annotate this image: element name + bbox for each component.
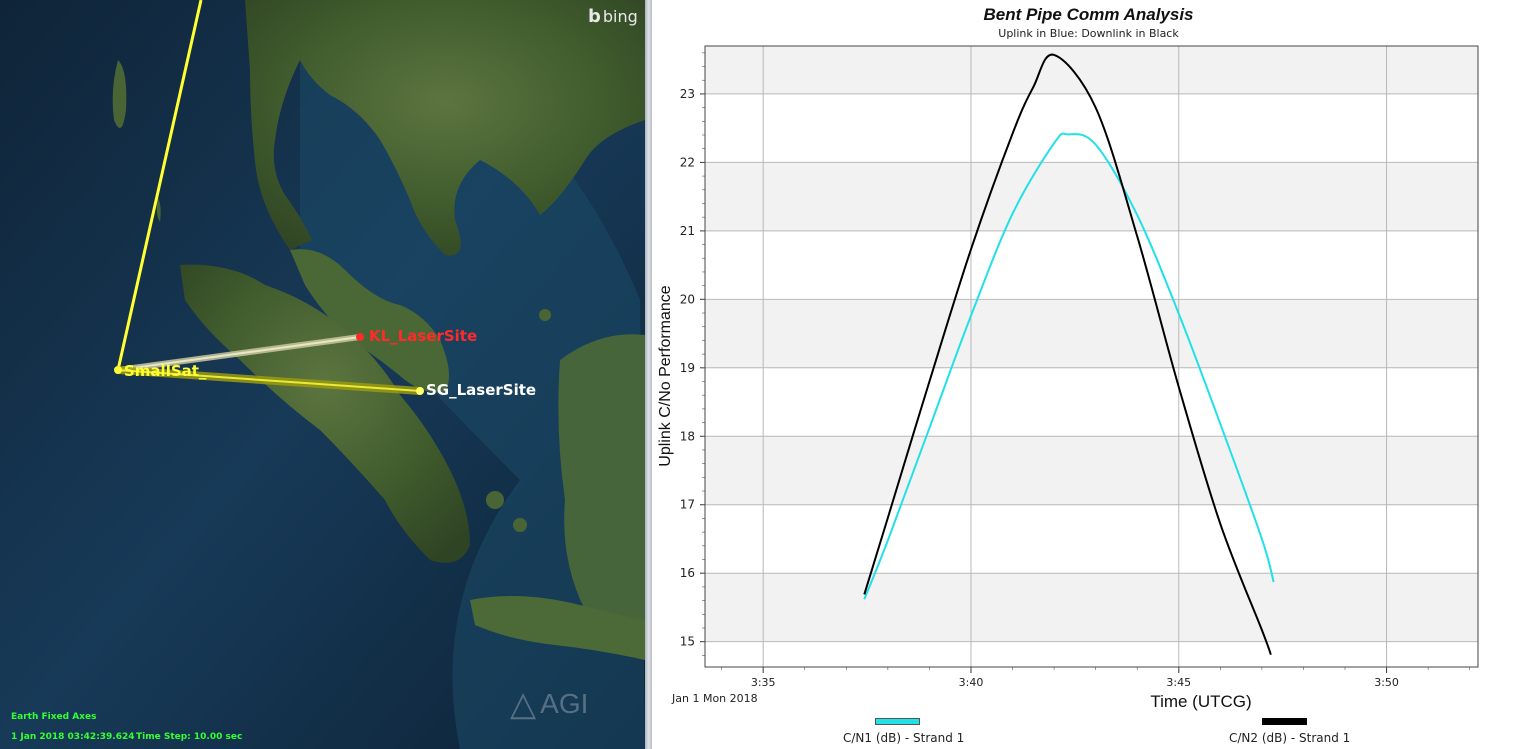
bing-icon: b <box>588 6 601 27</box>
y-tick-label: 17 <box>680 498 695 512</box>
bing-label: bing <box>602 7 638 26</box>
y-tick-label: 20 <box>680 292 695 306</box>
bing-logo: b bing <box>588 6 638 27</box>
chart-title: Bent Pipe Comm Analysis <box>983 5 1194 24</box>
y-tick-label: 21 <box>680 224 695 238</box>
y-tick-label: 16 <box>680 566 695 580</box>
y-tick-label: 22 <box>680 155 695 169</box>
x-tick-label: 3:40 <box>959 676 984 689</box>
sumatra-landmass <box>180 264 470 563</box>
y-tick-label: 19 <box>680 361 695 375</box>
map-view[interactable]: b bing SmallSat_ KL_LaserSite SG_LaserSi… <box>0 0 645 749</box>
chart-subtitle: Uplink in Blue: Downlink in Black <box>998 27 1179 40</box>
legend-label-cn2: C/N2 (dB) - Strand 1 <box>1229 731 1351 745</box>
java-landmass <box>470 596 645 660</box>
x-tick-label: 3:35 <box>751 676 776 689</box>
kl-site-marker <box>356 333 364 341</box>
y-tick-label: 15 <box>680 635 695 649</box>
date-label: Jan 1 Mon 2018 <box>672 692 758 705</box>
plot-band <box>705 299 1478 368</box>
smallsat-label[interactable]: SmallSat_ <box>124 362 207 380</box>
agi-label: AGI <box>540 688 589 719</box>
malay-peninsula <box>290 249 449 393</box>
series-line-cn2 <box>863 53 1272 656</box>
borneo-landmass <box>558 334 645 660</box>
chart-panel: Bent Pipe Comm Analysis Uplink in Blue: … <box>652 0 1525 749</box>
indochina-landmass <box>245 0 645 256</box>
plot-band <box>705 436 1478 505</box>
legend-swatch-cn1 <box>875 718 920 725</box>
y-tick-label: 23 <box>680 87 695 101</box>
x-axis-label: Time (UTCG) <box>1150 692 1252 711</box>
status-time: 1 Jan 2018 03:42:39.624 <box>11 732 135 742</box>
legend-label-cn1: C/N1 (dB) - Strand 1 <box>843 731 965 745</box>
x-tick-label: 3:45 <box>1166 676 1191 689</box>
y-tick-label: 18 <box>680 429 695 443</box>
smallsat-marker <box>114 366 122 374</box>
status-axes: Earth Fixed Axes <box>11 712 97 722</box>
line-chart: 15 16 17 18 19 20 21 22 23 3:35 3:40 3:45 3:50 <box>680 45 1479 689</box>
plot-band <box>705 162 1478 231</box>
kl-lasersite-label[interactable]: KL_LaserSite <box>369 327 478 345</box>
series-line-cn1 <box>863 132 1275 600</box>
plot-band <box>705 46 1478 94</box>
x-tick-label: 3:50 <box>1374 676 1399 689</box>
status-timestep: Time Step: 10.00 sec <box>136 732 243 742</box>
sg-site-marker <box>416 387 424 395</box>
satellite-map <box>0 0 645 749</box>
plot-band <box>705 573 1478 642</box>
y-axis-label: Uplink C/No Performance <box>657 285 674 467</box>
plot-frame <box>704 45 1479 668</box>
agi-triangle-icon: △ <box>510 685 537 723</box>
agi-logo: △ AGI <box>510 684 588 724</box>
legend-swatch-cn2 <box>1262 718 1307 725</box>
sg-lasersite-label[interactable]: SG_LaserSite <box>426 381 537 399</box>
panel-splitter[interactable] <box>645 0 652 749</box>
